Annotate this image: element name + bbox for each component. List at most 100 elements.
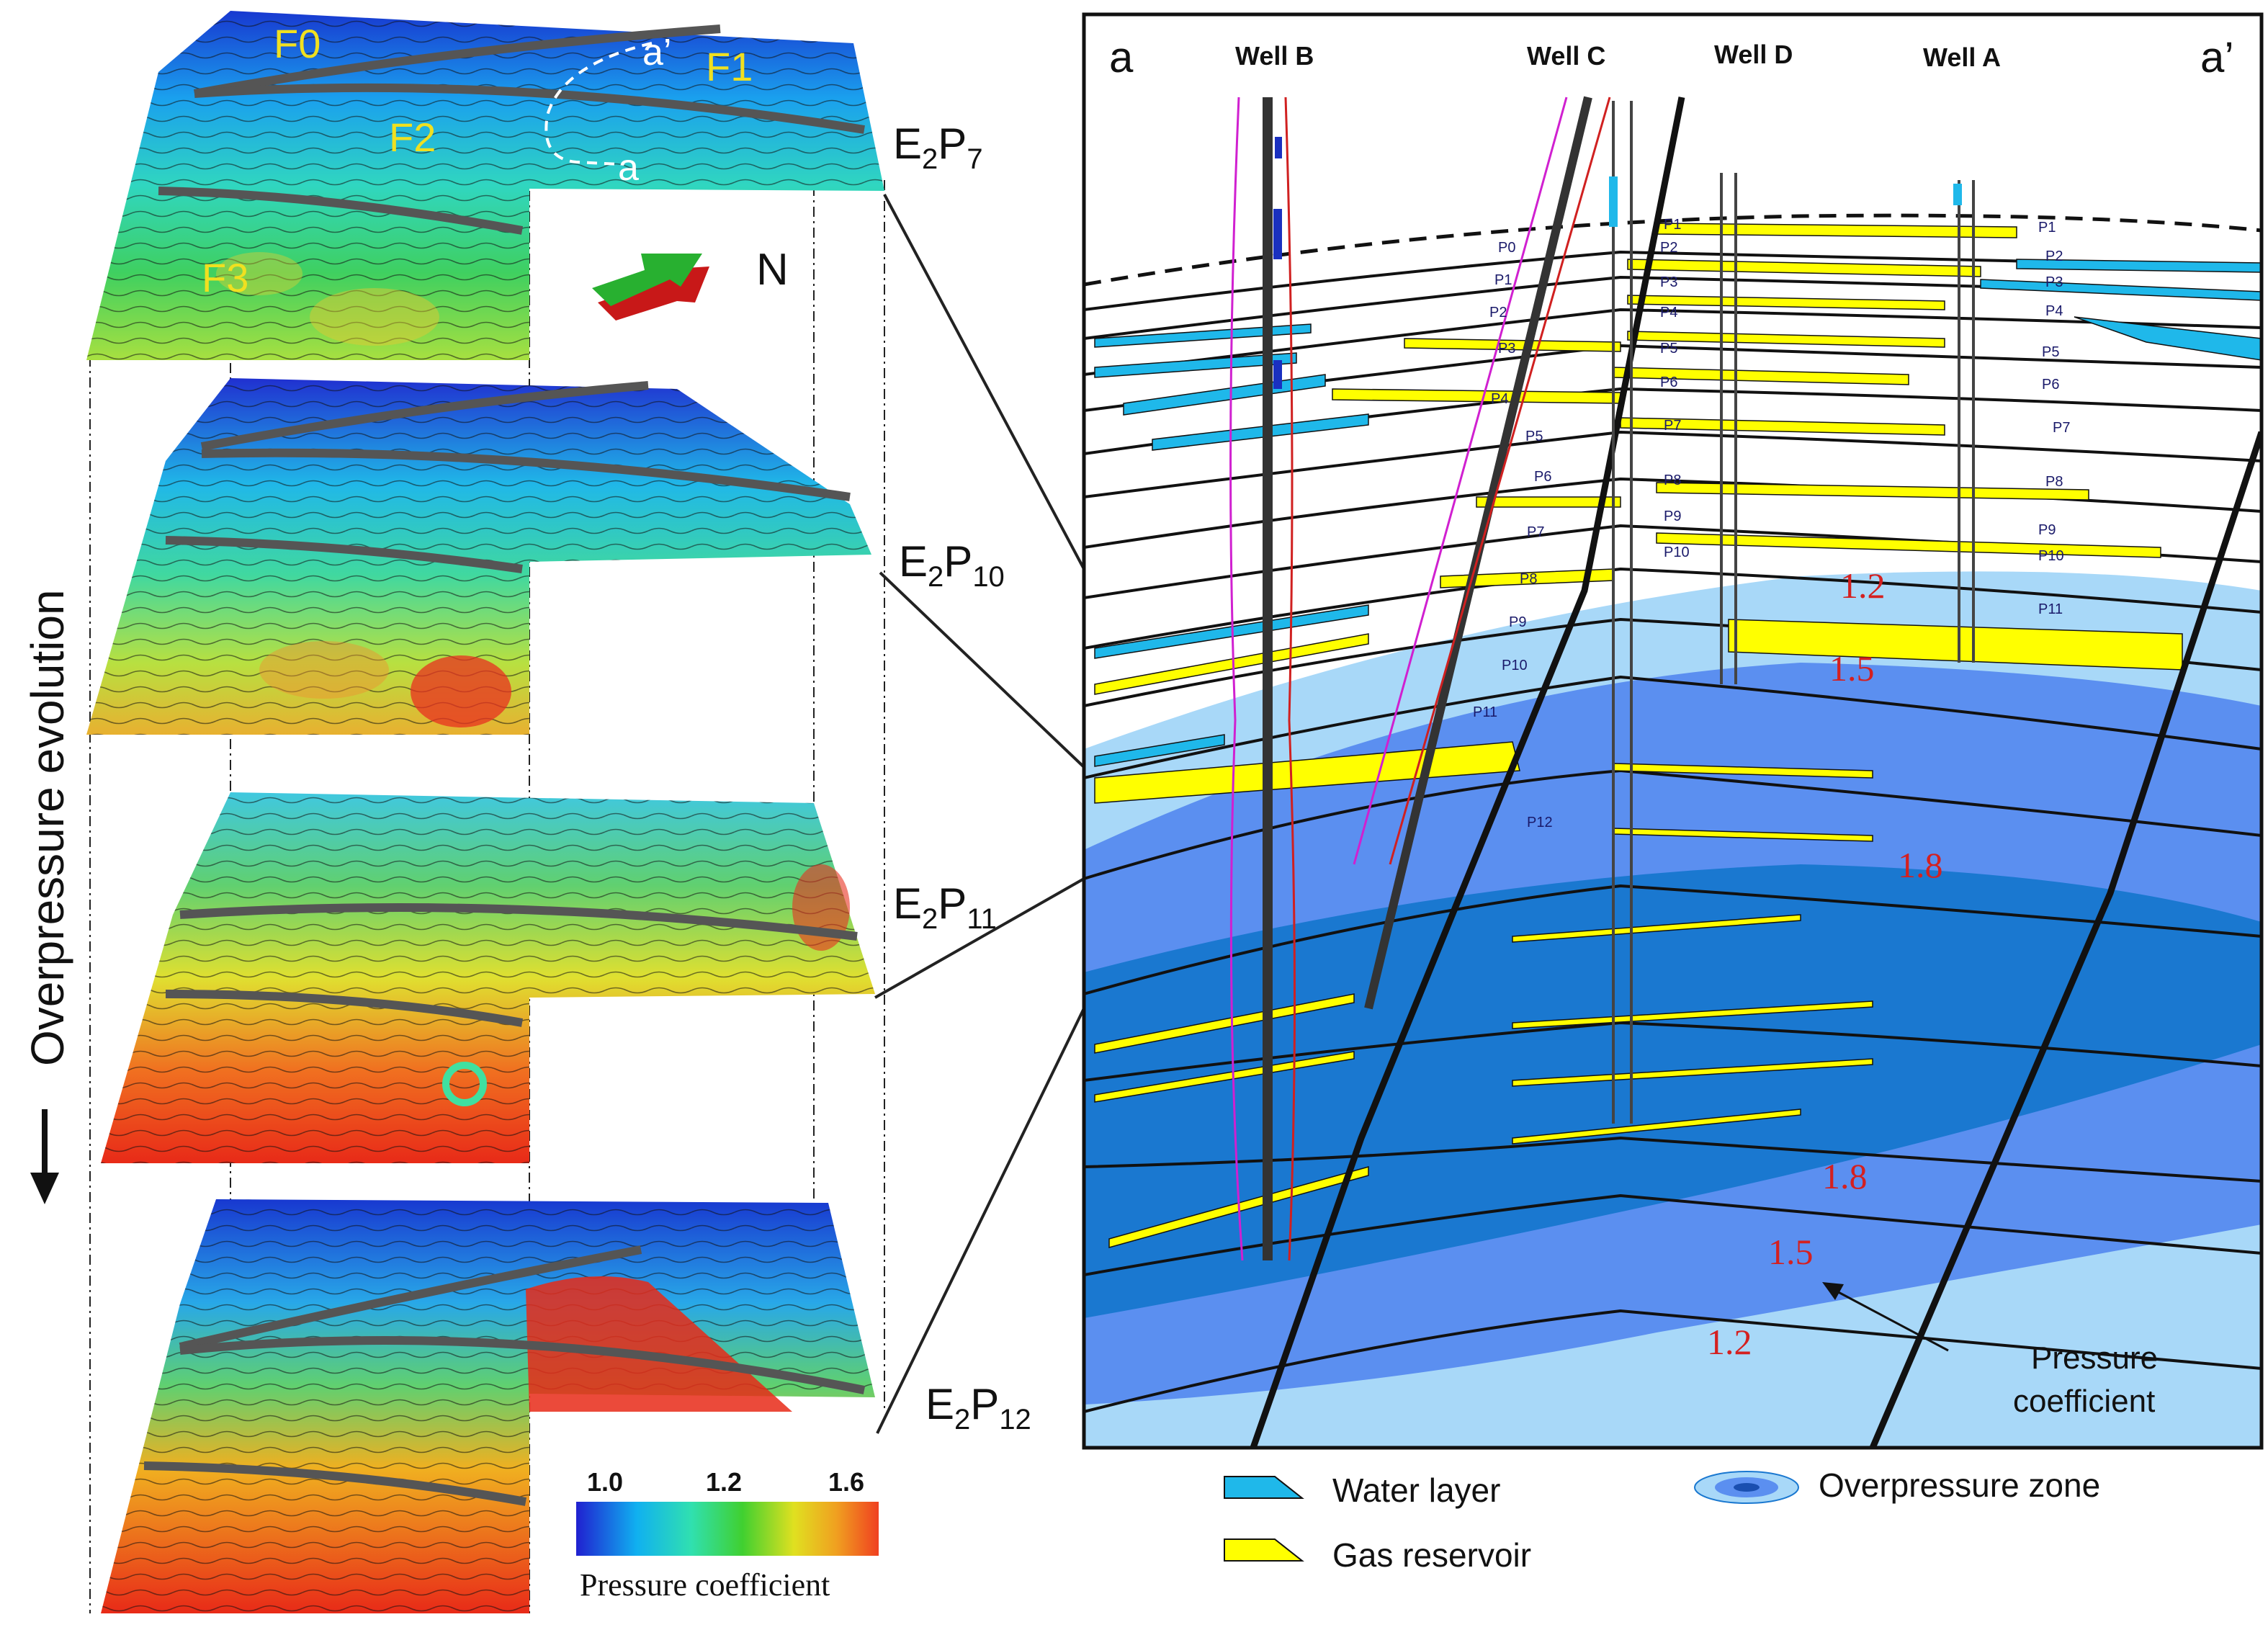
gas-reservoirs	[1094, 223, 2183, 1248]
well-c-label: Well C	[1527, 41, 1605, 71]
legend-gas-swatch	[1224, 1538, 1304, 1562]
svg-text:1.5: 1.5	[1768, 1232, 1814, 1272]
svg-text:1.2: 1.2	[1707, 1322, 1752, 1362]
svg-text:1.8: 1.8	[1822, 1156, 1868, 1196]
svg-text:P1: P1	[1664, 217, 1681, 233]
pressure-values: 1.2 1.5 1.8 1.8 1.5 1.2	[1707, 565, 1943, 1362]
svg-text:P10: P10	[1502, 658, 1528, 673]
svg-text:P6: P6	[1660, 375, 1677, 390]
overpressure-evolution-title: Overpressure evolution	[22, 589, 73, 1066]
legend-overpressure-icon	[1694, 1471, 1799, 1504]
svg-text:1.2: 1.2	[1840, 565, 1886, 606]
svg-text:1.8: 1.8	[1898, 845, 1943, 885]
svg-text:P3: P3	[1660, 274, 1677, 290]
svg-text:P12: P12	[1527, 815, 1553, 830]
fault-label-f3: F3	[202, 255, 248, 300]
legend-water-swatch	[1224, 1476, 1304, 1499]
svg-text:E2P10: E2P10	[899, 537, 1005, 593]
svg-text:P3: P3	[1498, 341, 1515, 357]
annotation-line1: Pressure	[2031, 1340, 2158, 1376]
colorbar: 1.0 1.2 1.6 Pressure coefficient	[576, 1467, 879, 1603]
svg-text:P7: P7	[2053, 420, 2070, 436]
svg-text:P6: P6	[1534, 469, 1551, 485]
fault-label-f2: F2	[389, 115, 436, 160]
colorbar-tick-1-0: 1.0	[587, 1467, 623, 1497]
colorbar-tick-1-2: 1.2	[706, 1467, 742, 1497]
well-a-label: Well A	[1923, 42, 2001, 72]
svg-text:P3: P3	[2045, 274, 2063, 290]
legend-overpressure-label: Overpressure zone	[1819, 1466, 2100, 1504]
legend-water-label: Water layer	[1332, 1472, 1500, 1509]
map-label-p11: E2P11	[893, 879, 997, 935]
connector-lines	[874, 194, 1085, 1434]
surface-map-p7	[86, 11, 884, 360]
surface-map-stack: F0 F1 F2 F3 a’ a N Overpressure evolutio…	[22, 11, 1085, 1613]
well-d-label: Well D	[1714, 40, 1793, 69]
svg-text:E2P7: E2P7	[893, 120, 983, 175]
svg-text:E2P12: E2P12	[925, 1380, 1031, 1435]
svg-text:P11: P11	[2038, 601, 2063, 617]
svg-text:P10: P10	[2038, 548, 2064, 564]
pressure-coefficient-pointer	[1822, 1282, 1949, 1352]
fault-trace-f1	[194, 83, 865, 134]
section-end-a: a	[1109, 33, 1134, 81]
north-arrow-icon	[592, 254, 709, 321]
svg-text:P5: P5	[1525, 429, 1543, 444]
fault-trace-f0	[193, 24, 721, 98]
map-label-p10: E2P10	[899, 537, 1005, 593]
svg-text:P1: P1	[1494, 272, 1512, 288]
surface-map-p10	[86, 378, 871, 735]
svg-text:P4: P4	[1491, 391, 1508, 407]
svg-text:P9: P9	[1509, 614, 1526, 630]
map-label-p7: E2P7	[893, 120, 983, 175]
svg-text:P2: P2	[1489, 305, 1507, 321]
legend-gas-label: Gas reservoir	[1332, 1536, 1531, 1574]
svg-text:P8: P8	[1520, 571, 1537, 587]
layer-labels-well-a: P1 P2 P3 P4 P5 P6 P7 P8 P9 P10 P11	[2038, 220, 2070, 617]
legend: Water layer Gas reservoir Overpressure z…	[1224, 1466, 2100, 1574]
surface-map-p11	[101, 792, 875, 1163]
section-end-a-prime: a’	[2200, 33, 2234, 81]
svg-text:P7: P7	[1527, 524, 1544, 540]
colorbar-tick-1-6: 1.6	[828, 1467, 864, 1497]
svg-text:P0: P0	[1498, 240, 1515, 256]
map-label-p12: E2P12	[925, 1380, 1031, 1435]
layer-labels-left: P0 P1 P2 P3 P4 P5 P6 P7 P8 P9 P10 P11 P1…	[1473, 240, 1553, 830]
svg-text:P9: P9	[2038, 522, 2056, 538]
svg-text:P8: P8	[2045, 474, 2063, 490]
svg-text:P10: P10	[1664, 545, 1690, 560]
map-section-end-a: a	[618, 147, 639, 189]
section-faults	[1250, 97, 2262, 1448]
svg-text:P7: P7	[1664, 418, 1681, 434]
svg-text:P5: P5	[2042, 344, 2059, 360]
svg-text:P6: P6	[2042, 377, 2059, 393]
water-layers	[1094, 259, 2262, 767]
section-frame	[1082, 12, 2264, 1450]
down-arrow-icon	[30, 1109, 59, 1204]
well-b-label: Well B	[1235, 41, 1314, 71]
svg-text:P8: P8	[1664, 472, 1681, 488]
fault-trace-f3	[158, 187, 524, 235]
layer-labels-well-d: P1 P2 P3 P4 P5 P6 P7 P8 P9 P10	[1660, 217, 1690, 560]
annotation-line2: coefficient	[2013, 1384, 2155, 1419]
svg-text:P4: P4	[2045, 303, 2063, 319]
fault-label-f0: F0	[274, 21, 321, 66]
svg-text:E2P11: E2P11	[893, 879, 997, 935]
cross-section: a a’ Well B Well C Well D Well A P0 P1 P…	[1082, 12, 2264, 1450]
surface-map-p12	[101, 1199, 875, 1613]
svg-text:1.5: 1.5	[1829, 648, 1875, 689]
svg-text:P1: P1	[2038, 220, 2056, 236]
svg-text:P5: P5	[1660, 341, 1677, 357]
colorbar-title: Pressure coefficient	[580, 1567, 830, 1603]
svg-text:P2: P2	[2045, 248, 2063, 264]
north-label: N	[756, 245, 789, 295]
svg-text:P11: P11	[1473, 704, 1497, 720]
well-logs	[1229, 96, 1975, 1261]
svg-text:P2: P2	[1660, 240, 1677, 256]
svg-text:P4: P4	[1660, 305, 1677, 321]
svg-text:P9: P9	[1664, 509, 1681, 524]
fault-label-f1: F1	[706, 44, 753, 89]
map-section-end-a-prime: a’	[642, 32, 671, 73]
section-trace-line	[544, 42, 653, 166]
